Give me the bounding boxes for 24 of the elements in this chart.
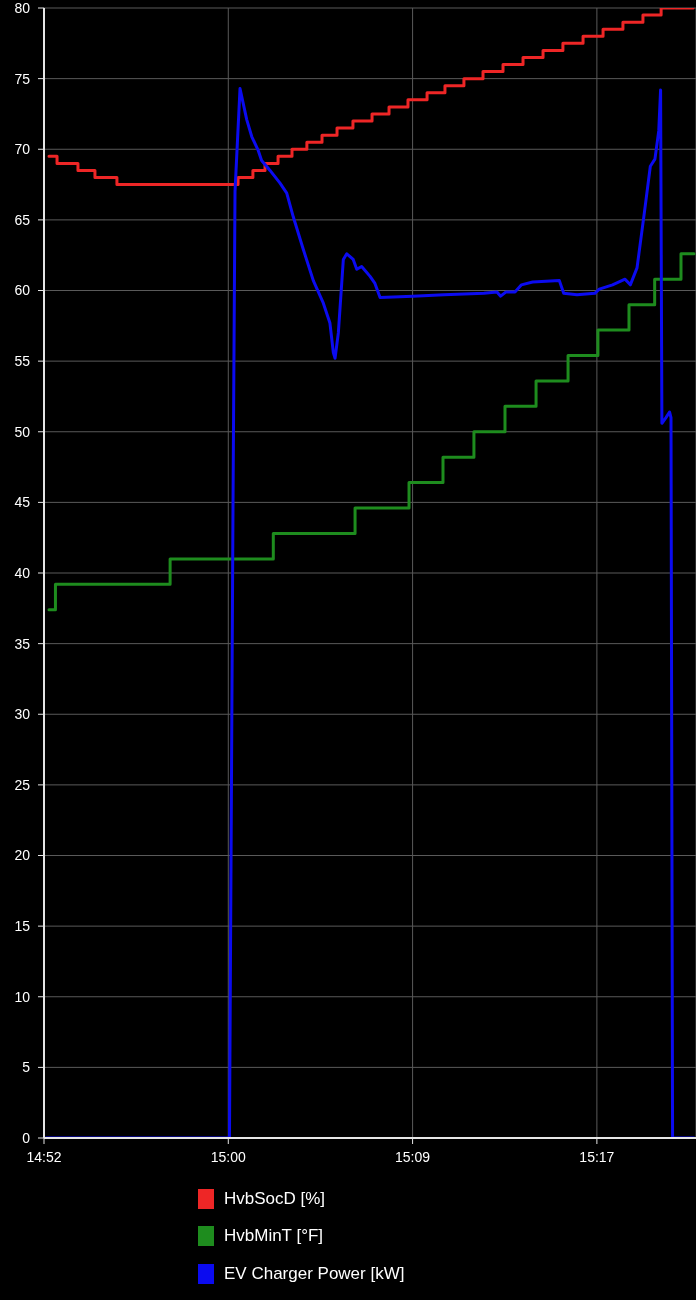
y-tick-label: 45 <box>14 494 31 511</box>
y-tick-label: 50 <box>14 423 31 440</box>
x-tick-label: 15:17 <box>579 1148 615 1165</box>
y-tick-label: 75 <box>14 70 31 87</box>
legend-label: HvbSocD [%] <box>224 1188 326 1209</box>
y-tick-label: 25 <box>14 776 31 793</box>
y-tick-label: 10 <box>14 988 31 1005</box>
legend-label: HvbMinT [°F] <box>224 1226 324 1247</box>
y-tick-label: 55 <box>14 353 31 370</box>
y-tick-label: 80 <box>14 0 31 16</box>
y-tick-label: 20 <box>14 847 31 864</box>
y-tick-label: 35 <box>14 635 31 652</box>
y-tick-label: 70 <box>14 141 31 158</box>
y-tick-label: 65 <box>14 211 31 228</box>
y-tick-label: 0 <box>22 1129 31 1146</box>
legend-label: EV Charger Power [kW] <box>224 1263 405 1284</box>
x-tick-label: 15:09 <box>395 1148 431 1165</box>
y-tick-label: 40 <box>14 564 31 581</box>
y-tick-label: 60 <box>14 282 31 299</box>
x-tick-label: 15:00 <box>210 1148 247 1165</box>
x-tick-label: 14:52 <box>26 1148 62 1165</box>
y-tick-label: 5 <box>22 1059 31 1076</box>
y-tick-label: 15 <box>14 918 31 935</box>
y-tick-label: 30 <box>14 706 31 723</box>
